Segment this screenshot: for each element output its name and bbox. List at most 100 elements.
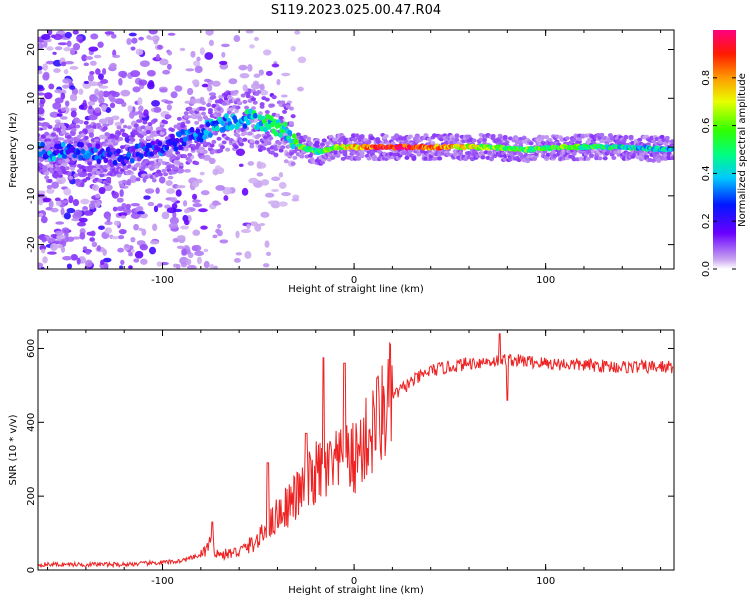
heatmap-cell bbox=[216, 229, 223, 237]
heatmap-cell bbox=[187, 158, 193, 163]
heatmap-cell bbox=[88, 114, 98, 121]
heatmap-x-axis-label: Height of straight line (km) bbox=[288, 284, 424, 295]
heatmap-cell bbox=[116, 131, 122, 136]
heatmap-cell bbox=[184, 100, 191, 104]
heatmap-cell bbox=[122, 124, 128, 129]
heatmap-cell bbox=[204, 52, 214, 60]
heatmap-cell bbox=[244, 105, 250, 110]
heatmap-cell bbox=[47, 178, 53, 183]
heatmap-cell bbox=[256, 90, 262, 95]
heatmap-cell bbox=[87, 100, 96, 106]
heatmap-cell bbox=[88, 46, 99, 52]
heatmap-cell bbox=[87, 161, 93, 166]
heatmap-cell bbox=[138, 227, 143, 232]
heatmap-cell bbox=[40, 134, 46, 139]
heatmap-cell bbox=[187, 106, 193, 111]
heatmap-cell bbox=[53, 240, 61, 245]
heatmap-cell bbox=[89, 71, 95, 75]
heatmap-cell bbox=[123, 243, 131, 251]
heatmap-cell bbox=[232, 140, 238, 145]
heatmap-cell bbox=[70, 254, 78, 261]
heatmap-cell bbox=[264, 240, 270, 248]
heatmap-cell bbox=[50, 234, 57, 238]
heatmap-cell bbox=[88, 105, 93, 110]
heatmap-cell bbox=[109, 62, 117, 70]
heatmap-cell bbox=[175, 160, 181, 165]
heatmap-cell bbox=[106, 215, 111, 222]
heatmap-cell bbox=[183, 111, 189, 116]
heatmap-cell bbox=[228, 78, 238, 85]
heatmap-cell bbox=[149, 240, 160, 245]
heatmap-cell bbox=[118, 78, 123, 86]
heatmap-cell bbox=[155, 187, 160, 194]
heatmap-cell bbox=[63, 188, 72, 196]
heatmap-cell bbox=[66, 236, 75, 242]
heatmap-cell bbox=[211, 80, 221, 87]
heatmap-cell bbox=[38, 65, 43, 71]
heatmap-cell bbox=[276, 122, 282, 128]
heatmap-cell bbox=[139, 60, 150, 68]
heatmap-cell bbox=[669, 139, 674, 144]
heatmap-cell bbox=[173, 124, 179, 129]
heatmap-cell bbox=[133, 123, 139, 128]
heatmap-cell bbox=[139, 244, 149, 251]
heatmap-cell bbox=[140, 166, 146, 171]
heatmap-cell bbox=[265, 251, 272, 257]
heatmap-cell bbox=[52, 102, 62, 110]
heatmap-cell bbox=[140, 258, 148, 265]
heatmap-cell bbox=[237, 101, 243, 106]
heatmap-cell bbox=[107, 138, 113, 143]
heatmap-cell bbox=[187, 152, 193, 157]
heatmap-cell bbox=[103, 184, 113, 192]
heatmap-cell bbox=[192, 79, 200, 85]
heatmap-cell bbox=[131, 146, 136, 152]
heatmap-cell bbox=[175, 263, 181, 269]
heatmap-cell bbox=[85, 176, 91, 181]
heatmap-cell bbox=[457, 151, 463, 156]
heatmap-cell bbox=[81, 54, 88, 62]
heatmap-cell bbox=[235, 133, 241, 138]
heatmap-cell bbox=[82, 178, 88, 183]
heatmap-cell bbox=[64, 31, 72, 39]
heatmap-cell bbox=[75, 149, 81, 155]
heatmap-cell bbox=[69, 166, 75, 171]
heatmap-cell bbox=[233, 89, 239, 94]
heatmap-cell bbox=[69, 66, 79, 70]
heatmap-cell bbox=[120, 89, 131, 97]
colorbar-tick-label: 0.6 bbox=[701, 118, 712, 134]
heatmap-cell bbox=[271, 63, 280, 68]
heatmap-cell bbox=[280, 145, 286, 150]
heatmap-cell bbox=[205, 30, 214, 36]
heatmap-cell bbox=[179, 47, 186, 52]
heatmap-cell bbox=[151, 178, 157, 183]
heatmap-cell bbox=[245, 30, 254, 34]
heatmap-cell bbox=[651, 158, 657, 163]
heatmap-cell bbox=[221, 140, 227, 145]
heatmap-cell bbox=[69, 85, 76, 90]
heatmap-cell bbox=[208, 132, 213, 138]
heatmap-cell bbox=[219, 145, 225, 150]
heatmap-cell bbox=[119, 168, 125, 173]
snr-x-axis-label: Height of straight line (km) bbox=[288, 585, 424, 596]
heatmap-cell bbox=[249, 44, 255, 49]
heatmap-cell bbox=[253, 73, 261, 78]
heatmap-cell bbox=[38, 84, 44, 90]
heatmap-cell bbox=[240, 93, 246, 98]
heatmap-cell bbox=[235, 105, 241, 110]
heatmap-cell bbox=[70, 110, 77, 118]
heatmap-cell bbox=[60, 141, 66, 148]
heatmap-cell bbox=[133, 258, 140, 263]
heatmap-cell bbox=[375, 137, 381, 142]
heatmap-cell bbox=[80, 165, 86, 170]
heatmap-cell bbox=[241, 187, 249, 196]
heatmap-cell bbox=[56, 176, 66, 185]
heatmap-cell bbox=[130, 137, 136, 142]
heatmap-cell bbox=[599, 132, 605, 137]
heatmap-cell bbox=[238, 142, 244, 147]
heatmap-cell bbox=[161, 128, 167, 133]
heatmap-cell bbox=[98, 90, 104, 98]
heatmap-cell bbox=[213, 131, 219, 136]
heatmap-cell bbox=[288, 121, 294, 126]
heatmap-cell bbox=[105, 107, 112, 113]
heatmap-cell bbox=[487, 150, 493, 155]
